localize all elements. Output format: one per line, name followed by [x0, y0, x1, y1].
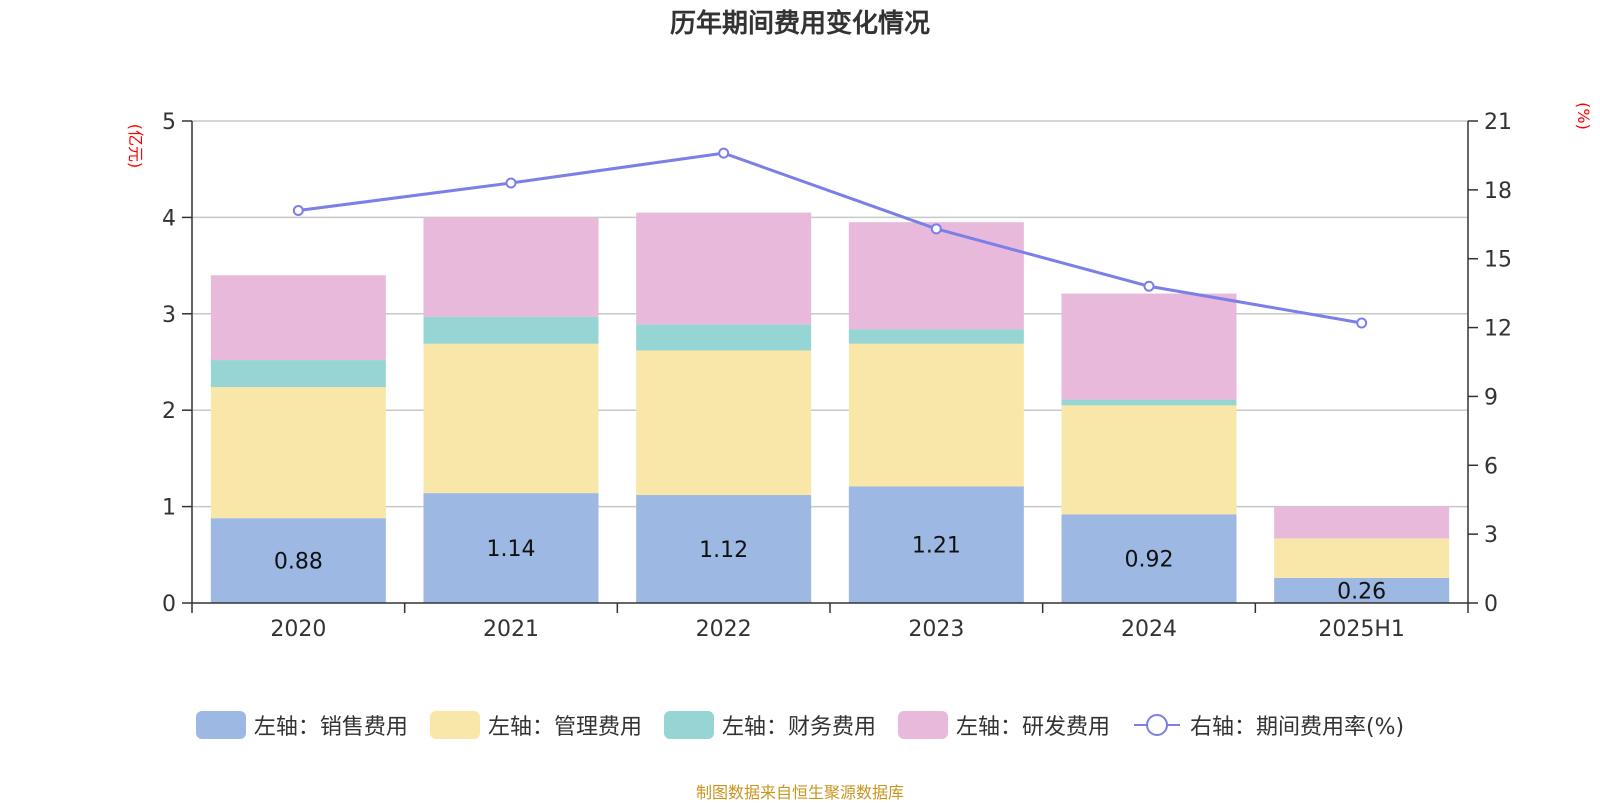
x-axis-tick-label: 2022 — [696, 617, 752, 642]
bar-segment — [423, 316, 599, 344]
rate-point — [718, 147, 730, 159]
legend-marker — [1145, 714, 1168, 736]
bar-segment — [423, 217, 599, 317]
right-axis-tick-label: 0 — [1484, 592, 1498, 617]
legend-label: 左轴：管理费用 — [487, 715, 642, 740]
bar-segment — [1274, 506, 1450, 539]
left-axis-tick-label: 3 — [162, 303, 176, 328]
right-axis-tick-label: 21 — [1484, 110, 1512, 135]
legend-item[interactable]: 右轴：期间费用率(%) — [1132, 709, 1404, 741]
left-axis-tick-label: 4 — [162, 206, 176, 231]
x-axis-tick-label: 2024 — [1121, 617, 1177, 642]
bar-segment — [210, 360, 386, 388]
left-axis-tick-label: 2 — [162, 399, 176, 424]
legend-label: 左轴：财务费用 — [721, 715, 876, 740]
rate-point — [1143, 280, 1155, 292]
bar-segment — [1274, 577, 1450, 603]
bar-data-label: 1.12 — [699, 538, 748, 563]
bar-segment — [848, 486, 1024, 603]
x-axis-tick-label: 2023 — [908, 617, 964, 642]
legend-swatch — [897, 711, 948, 739]
bar-segment — [423, 493, 599, 603]
line-layer — [292, 147, 1368, 329]
bar-segment — [1061, 293, 1237, 400]
legend-item[interactable]: 左轴：研发费用 — [897, 709, 1110, 741]
right-axis-tick-label: 6 — [1484, 454, 1498, 479]
x-axis-tick-label: 2025H1 — [1318, 617, 1405, 642]
bar-segment — [210, 275, 386, 361]
bar-segment — [848, 222, 1024, 330]
bar-segment — [636, 350, 812, 496]
rate-point — [505, 177, 517, 189]
left-axis-tick-label: 1 — [162, 496, 176, 521]
bar-layer: 0.88 1.14 1.12 1.21 0.92 0.26 — [210, 212, 1450, 604]
rate-point — [292, 205, 304, 217]
grid-lines — [192, 120, 1468, 508]
bar-data-label: 0.92 — [1125, 548, 1174, 573]
rate-line — [298, 151, 1362, 325]
legend-swatch — [429, 711, 480, 739]
right-axis-tick-label: 3 — [1484, 523, 1498, 548]
bar-segment — [1061, 514, 1237, 603]
bar-segment — [848, 343, 1024, 487]
chart-title: 历年期间费用变化情况 — [670, 8, 930, 39]
x-axis-tick-label: 2021 — [483, 617, 539, 642]
source-note: 制图数据来自恒生聚源数据库 — [695, 783, 904, 802]
bar-data-label: 1.21 — [912, 534, 961, 559]
right-axis-unit: (%) — [1574, 102, 1593, 130]
legend-label: 左轴：研发费用 — [955, 715, 1110, 740]
bar-data-label: 0.26 — [1337, 579, 1386, 604]
rate-point — [930, 223, 942, 235]
bar-segment — [636, 324, 812, 351]
x-axis-tick-label: 2020 — [270, 617, 326, 642]
left-axis-tick-label: 0 — [162, 592, 176, 617]
legend-item[interactable]: 左轴：管理费用 — [429, 709, 642, 741]
left-axis-tick-label: 5 — [162, 110, 176, 135]
legend-label: 右轴：期间费用率(%) — [1189, 715, 1405, 740]
bar-segment — [210, 518, 386, 603]
right-axis-tick-label: 9 — [1484, 385, 1498, 410]
right-axis-tick-label: 15 — [1484, 248, 1512, 273]
legend-swatch — [663, 711, 714, 739]
right-axis-tick-label: 18 — [1484, 179, 1512, 204]
left-axis-unit: (亿元) — [126, 124, 145, 169]
bar-segment — [210, 387, 386, 519]
bar-segment — [636, 495, 812, 603]
legend: 左轴：销售费用 左轴：管理费用 左轴：财务费用 左轴：研发费用 右轴：期间费用率(%) — [0, 705, 1600, 745]
bar-segment — [1274, 538, 1450, 578]
right-axis-tick-label: 12 — [1484, 317, 1512, 342]
legend-swatch — [195, 711, 246, 739]
bar-segment — [636, 212, 812, 325]
rate-point — [1356, 317, 1368, 329]
bar-segment — [1061, 399, 1237, 406]
bar-data-label: 0.88 — [274, 550, 323, 575]
legend-line-swatch — [1133, 714, 1180, 736]
legend-label: 左轴：销售费用 — [253, 715, 408, 740]
bar-segment — [423, 343, 599, 494]
bar-segment — [1061, 405, 1237, 515]
legend-item[interactable]: 左轴：财务费用 — [663, 709, 876, 741]
bar-data-label: 1.14 — [487, 537, 536, 562]
legend-item[interactable]: 左轴：销售费用 — [195, 709, 408, 741]
bar-segment — [848, 329, 1024, 344]
